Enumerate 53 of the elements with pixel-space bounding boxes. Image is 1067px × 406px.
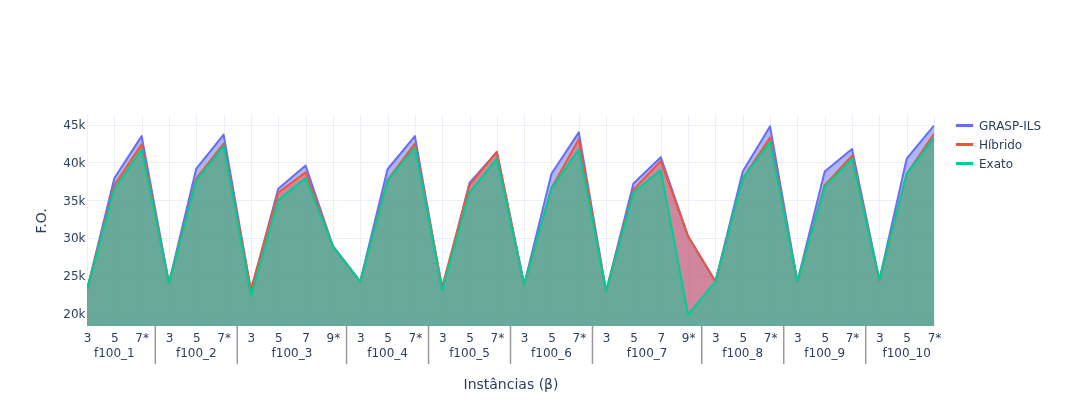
x-tick-label: 9* <box>326 330 341 345</box>
text: f100_5 <box>449 346 490 360</box>
x-tick-label: 7* <box>927 330 942 345</box>
y-tick-label: 20k <box>63 306 86 321</box>
x-tick-label: 7* <box>490 330 505 345</box>
x-tick-label: 7* <box>572 330 587 345</box>
x-tick-label: 3 <box>520 330 529 345</box>
x-tick-label: 7* <box>135 330 149 345</box>
text: f100_1 <box>93 346 135 360</box>
x-tick-label: 3 <box>165 330 174 345</box>
x-tick-label: 3 <box>712 330 720 345</box>
x-tick-label: 3 <box>356 330 365 345</box>
x-tick-label: 7* <box>845 330 860 345</box>
x-tick-label: 3 <box>876 330 884 345</box>
text: f100_6 <box>531 346 572 360</box>
text: f100_10 <box>882 346 931 360</box>
x-tick-label: 7* <box>408 330 423 345</box>
x-tick-label: 5 <box>274 330 283 345</box>
x-axis-title: Instâncias (β) <box>463 375 559 392</box>
x-tick-label: 9* <box>681 330 696 345</box>
y-tick-label: 30k <box>63 231 86 246</box>
x-tick-label: 3 <box>247 330 256 345</box>
x-tick-label: 5 <box>548 330 556 345</box>
y-tick-label: 40k <box>63 155 86 170</box>
x-tick-label: 5 <box>466 330 474 345</box>
y-tick-label: 45k <box>63 118 86 133</box>
x-tick-label: 5 <box>821 330 830 345</box>
x-tick-label: 5 <box>630 330 638 345</box>
y-tick-label: 25k <box>63 269 86 284</box>
x-tick-label: 7* <box>763 330 778 345</box>
x-tick-label: 3 <box>438 330 447 345</box>
text: f100_7 <box>626 346 668 360</box>
x-tick-label: 5 <box>384 330 392 345</box>
x-tick-label: 5 <box>192 330 201 345</box>
y-axis-title: F.O. <box>33 208 50 234</box>
legend-label: Híbrido <box>979 137 1023 152</box>
x-tick-label: 7* <box>217 330 231 345</box>
y-tick-label: 35k <box>63 193 86 208</box>
x-tick-label: 5 <box>903 330 911 345</box>
x-tick-label: 7 <box>657 330 666 345</box>
x-tick-label: 3 <box>602 330 611 345</box>
text: f100_9 <box>804 346 846 360</box>
legend-label: GRASP-ILS <box>979 118 1042 133</box>
text: f100_4 <box>367 346 408 360</box>
text: f100_3 <box>271 346 313 360</box>
text: f100_2 <box>175 346 217 360</box>
x-tick-label: 3 <box>83 330 92 345</box>
x-tick-label: 5 <box>111 330 119 345</box>
legend-label: Exato <box>979 156 1014 171</box>
x-tick-label: 7 <box>302 330 310 345</box>
x-tick-label: 3 <box>794 330 802 345</box>
x-tick-label: 5 <box>739 330 748 345</box>
text: f100_8 <box>722 346 764 360</box>
